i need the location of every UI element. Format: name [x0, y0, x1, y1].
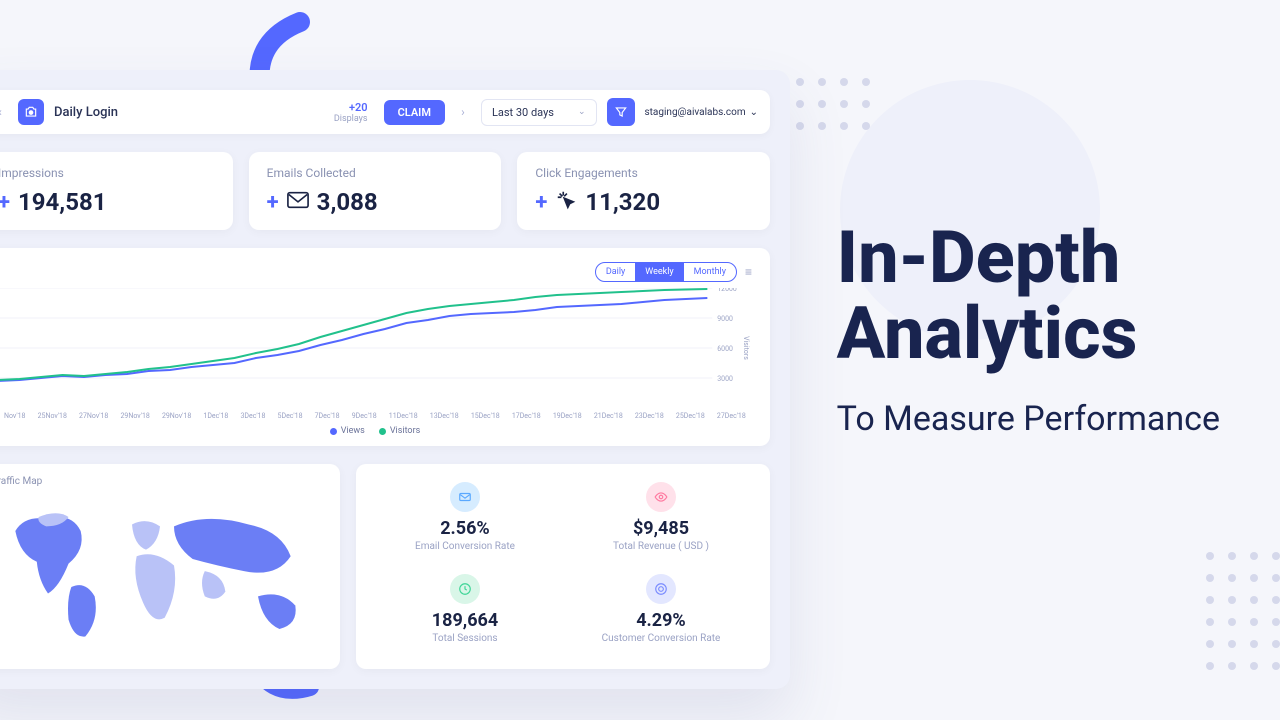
clock-icon — [450, 574, 480, 604]
plus-icon: + — [0, 190, 10, 215]
period-toggle[interactable]: DailyWeeklyMonthly — [595, 262, 737, 282]
metric-card: Emails Collected + 3,088 — [249, 152, 502, 230]
traffic-map-card: Traffic Map — [0, 464, 340, 669]
kpi-item: 4.29% Customer Conversion Rate — [570, 574, 752, 652]
marketing-headline: In-DepthAnalytics To Measure Performance — [837, 220, 1220, 439]
map-title: Traffic Map — [0, 476, 328, 487]
bonus-display: +20 Displays — [334, 101, 368, 124]
svg-text:3000: 3000 — [717, 375, 733, 383]
plus-icon: + — [535, 190, 547, 215]
filter-button[interactable] — [607, 98, 635, 126]
world-map — [0, 493, 328, 653]
chevron-right-icon[interactable]: › — [455, 104, 471, 120]
svg-text:6000: 6000 — [717, 345, 733, 353]
metrics-row: Impressions + 194,581 Emails Collected +… — [0, 152, 770, 230]
chart-legend: ViewsVisitors — [0, 426, 752, 436]
decor-dots-2 — [1206, 552, 1280, 670]
claim-button[interactable]: CLAIM — [384, 100, 445, 125]
chevron-left-icon[interactable]: ‹ — [0, 104, 8, 120]
mail-icon — [287, 191, 309, 213]
kpi-grid: 2.56% Email Conversion Rate $9,485 Total… — [356, 464, 770, 669]
dashboard-topbar: ‹ Daily Login +20 Displays CLAIM › Last … — [0, 90, 770, 134]
target-icon — [646, 574, 676, 604]
camera-icon — [18, 99, 44, 125]
svg-text:12000: 12000 — [717, 288, 737, 293]
line-chart: 3000 6000 9000 12000 Visitors — [0, 288, 752, 408]
kpi-item: 189,664 Total Sessions — [374, 574, 556, 652]
plus-icon: + — [267, 190, 279, 215]
click-icon — [555, 189, 577, 215]
period-monthly[interactable]: Monthly — [684, 263, 736, 281]
kpi-item: 2.56% Email Conversion Rate — [374, 482, 556, 560]
date-range-selector[interactable]: Last 30 days ⌄ — [481, 99, 597, 126]
daily-login-label: Daily Login — [54, 105, 118, 120]
eye-icon — [646, 482, 676, 512]
traffic-chart-card: DailyWeeklyMonthly ≡ 3000 6000 9000 12000 Vi… — [0, 248, 770, 446]
metric-card: Click Engagements + 11,320 — [517, 152, 770, 230]
period-daily[interactable]: Daily — [596, 263, 635, 281]
period-weekly[interactable]: Weekly — [635, 263, 683, 281]
chevron-down-icon: ⌄ — [750, 107, 758, 118]
metric-card: Impressions + 194,581 — [0, 152, 233, 230]
mail-icon — [450, 482, 480, 512]
account-dropdown[interactable]: staging@aivalabs.com ⌄ — [645, 107, 759, 118]
analytics-dashboard: ‹ Daily Login +20 Displays CLAIM › Last … — [0, 70, 790, 689]
svg-text:Visitors: Visitors — [742, 336, 750, 360]
chevron-down-icon: ⌄ — [578, 107, 586, 117]
svg-text:9000: 9000 — [717, 315, 733, 323]
chart-menu-icon[interactable]: ≡ — [745, 265, 752, 279]
kpi-item: $9,485 Total Revenue ( USD ) — [570, 482, 752, 560]
chart-x-axis: Nov'1825Nov'1827Nov'1829Nov'1829Nov'181D… — [0, 412, 752, 420]
